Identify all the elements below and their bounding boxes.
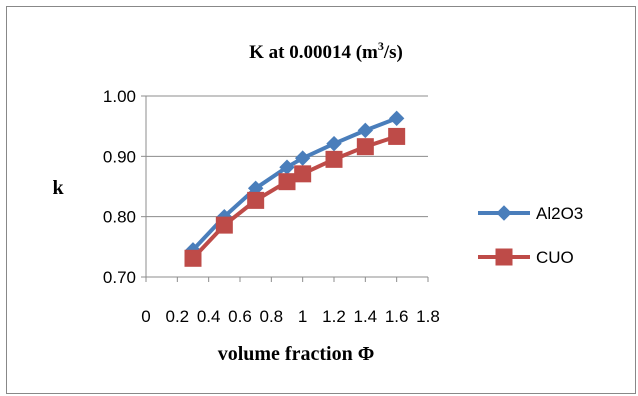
legend-label: Al2O3 [536,204,583,223]
x-tick-label: 0.4 [197,307,221,326]
x-tick-label: 1.4 [354,307,378,326]
y-axis-label: k [52,177,64,199]
data-point-diamond [326,135,342,152]
tick-labels: 0.70 0.80 0.90 1.00 0 0.2 0.4 0.6 0.8 1 1.2 1.4 1.6 1… [103,87,440,326]
data-point-square [184,249,202,267]
y-tick-label: 0.70 [103,268,136,287]
chart-title: K at 0.00014 (m3/s) [249,39,403,63]
x-axis-label: volume fraction Φ [218,343,375,365]
legend-marker-diamond [496,205,512,221]
series-al2o3 [185,110,405,258]
data-point-diamond [388,110,405,127]
x-tick-label: 1.2 [322,307,346,326]
legend-label: CUO [536,248,574,267]
y-tick-label: 0.90 [103,147,136,166]
y-tick-label: 1.00 [103,87,136,106]
y-tick-label: 0.80 [103,208,136,227]
data-point-square [247,191,265,209]
x-tick-label: 1 [298,307,307,326]
x-tick-label: 1.8 [416,307,440,326]
data-point-square [215,216,233,234]
data-point-square [325,150,343,168]
legend-marker-square [495,248,513,266]
axes [141,95,429,282]
series-layer [184,110,406,267]
x-tick-label: 0 [141,307,150,326]
data-point-square [294,165,312,183]
legend-item: CUO [478,248,574,267]
series-cuo [184,127,406,267]
data-point-diamond [357,122,374,139]
data-point-square [388,127,406,145]
data-point-square [278,173,296,191]
data-point-diamond [294,150,311,166]
legend: Al2O3 CUO [478,204,583,267]
legend-item: Al2O3 [478,204,583,223]
x-tick-label: 0.8 [260,307,284,326]
x-tick-label: 1.6 [385,307,409,326]
x-tick-label: 0.2 [166,307,190,326]
x-tick-label: 0.6 [228,307,252,326]
data-point-square [356,138,374,156]
chart-area [6,6,636,394]
